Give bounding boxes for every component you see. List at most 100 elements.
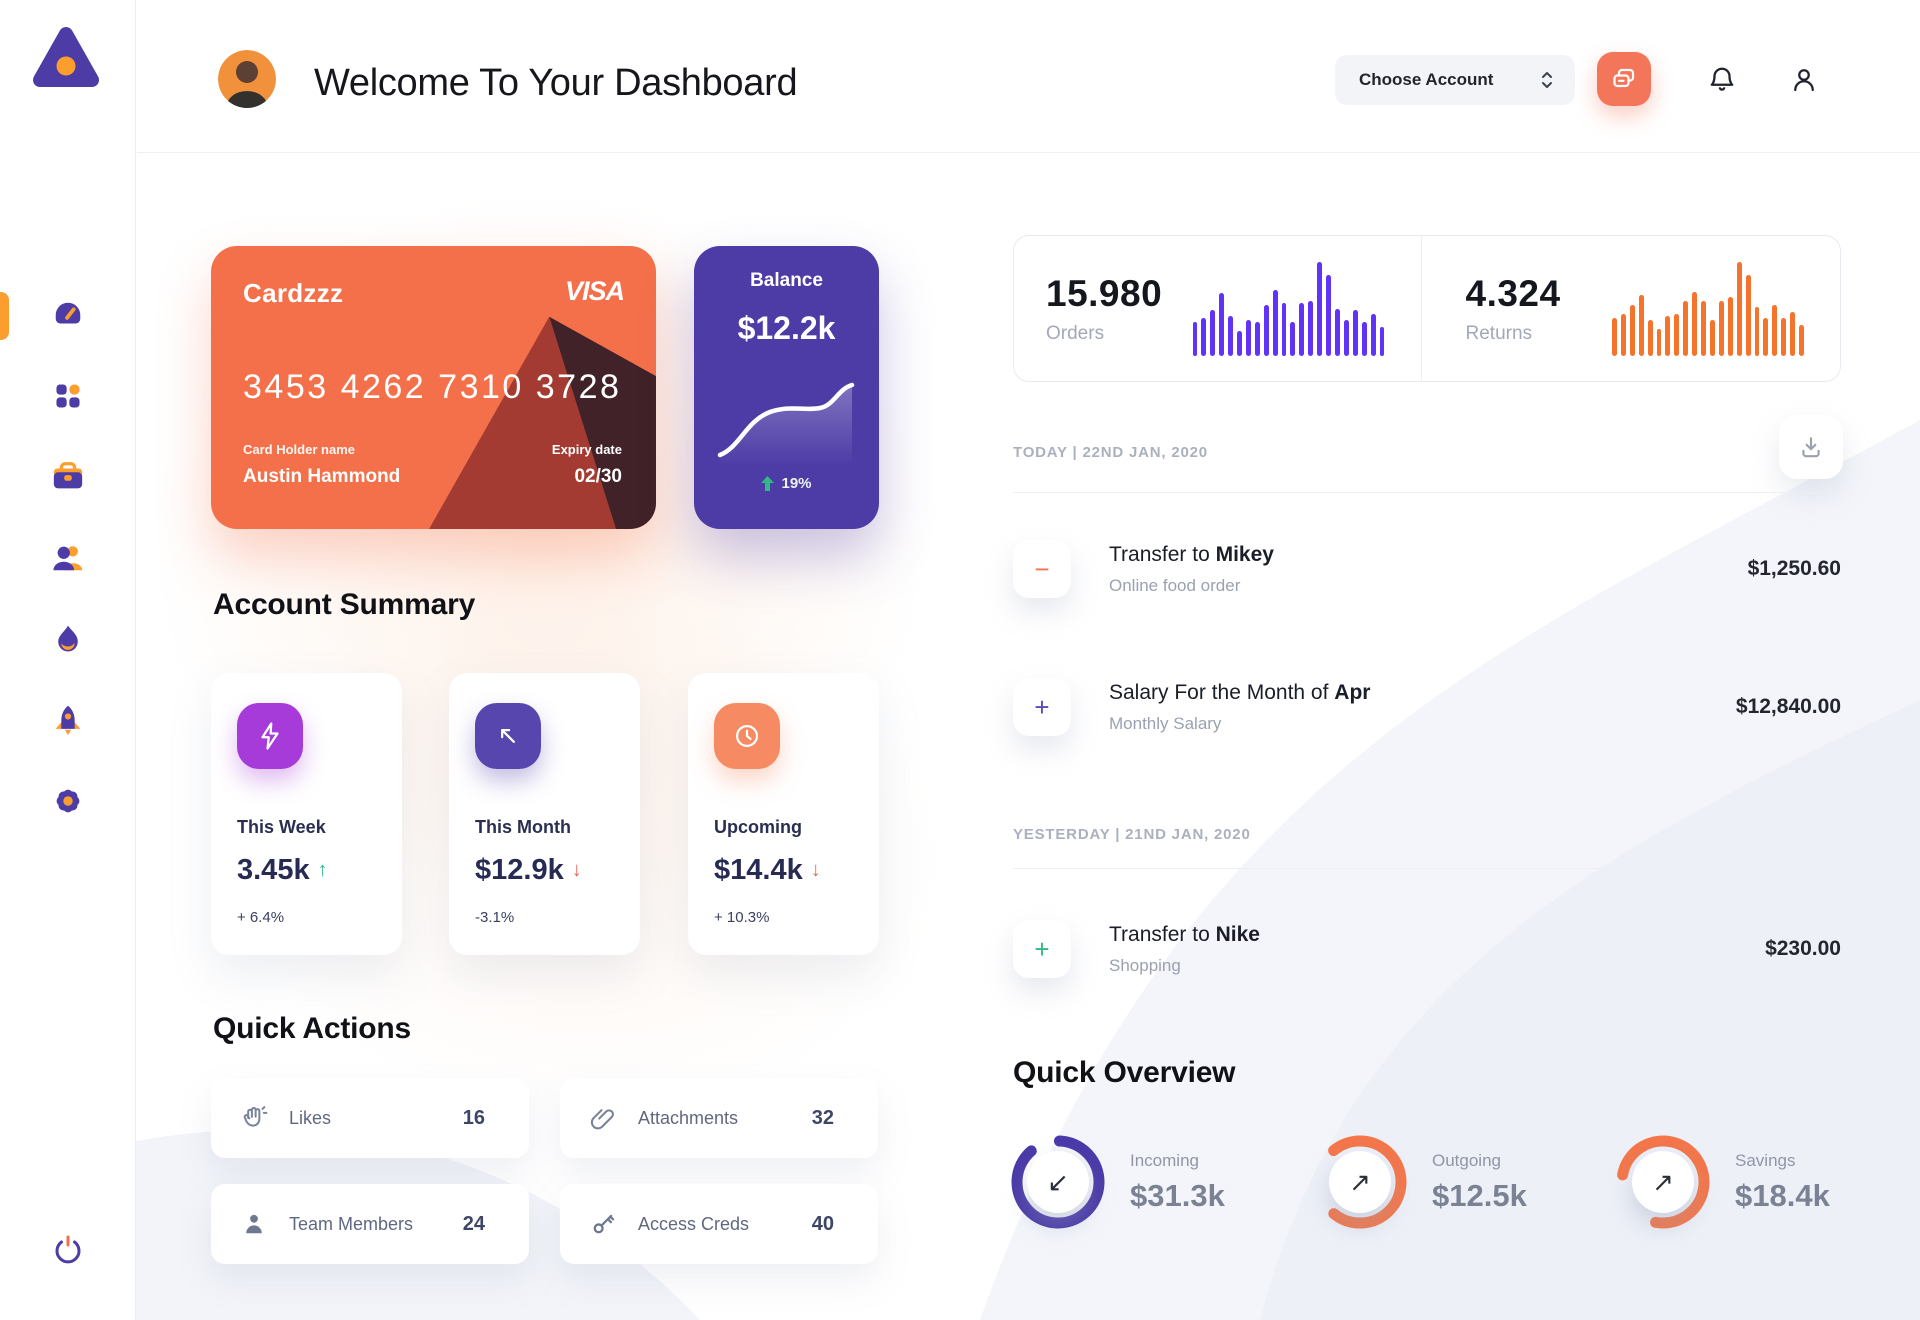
summary-label: This Month	[475, 817, 571, 837]
summary-value: 3.45k ↑	[237, 854, 328, 886]
briefcase-icon	[53, 462, 83, 489]
overview-incoming: ↙ Incoming $31.3k	[1010, 1134, 1225, 1230]
orders-stat: 15.980 Orders	[1014, 236, 1421, 381]
plus-icon: +	[1013, 678, 1071, 736]
app-logo	[33, 27, 99, 87]
overview-value: $12.5k	[1432, 1177, 1527, 1213]
quick-action-access-creds[interactable]: Access Creds 40	[560, 1184, 878, 1264]
power-icon	[55, 1235, 81, 1264]
quick-action-likes[interactable]: Likes 16	[211, 1078, 529, 1158]
orders-label: Orders	[1046, 322, 1105, 344]
balance-change: 19%	[761, 475, 812, 492]
quick-actions-title: Quick Actions	[213, 1012, 411, 1045]
page-title: Welcome To Your Dashboard	[314, 62, 798, 104]
sidebar-item-work[interactable]	[50, 459, 86, 495]
overview-label: Outgoing	[1432, 1150, 1501, 1170]
diagonal-arrow-icon	[501, 729, 515, 743]
transactions-group-header: TODAY | 22ND JAN, 2020	[1013, 444, 1208, 461]
balance-line-chart	[717, 382, 854, 465]
sidebar-item-users[interactable]	[50, 540, 86, 576]
summary-label: Upcoming	[714, 817, 802, 837]
account-select[interactable]: Choose Account	[1335, 55, 1575, 105]
account-select-label: Choose Account	[1359, 70, 1494, 89]
apps-grid-icon	[56, 384, 80, 408]
summary-delta: + 10.3%	[714, 909, 770, 926]
card-holder-name: Austin Hammond	[243, 466, 401, 487]
visa-logo: VISA	[564, 276, 625, 306]
download-icon	[1802, 437, 1820, 458]
account-summary-title: Account Summary	[213, 588, 476, 621]
transaction-title: Transfer to Mikey	[1109, 542, 1274, 566]
sidebar-active-indicator	[0, 292, 9, 340]
key-icon	[593, 1214, 615, 1234]
quick-action-count: 16	[462, 1106, 485, 1129]
quick-action-team-members[interactable]: Team Members 24	[211, 1184, 529, 1264]
transaction-subtitle: Monthly Salary	[1109, 713, 1222, 733]
download-button[interactable]	[1779, 415, 1843, 479]
sidebar-item-apps[interactable]	[50, 378, 86, 414]
lightning-icon	[261, 722, 279, 750]
transaction-amount: $230.00	[1765, 937, 1841, 960]
trend-down-icon: ↓	[810, 859, 821, 881]
select-chevrons-icon	[1542, 72, 1552, 88]
balance-card: Balance $12.2k 19%	[694, 246, 879, 529]
sidebar-item-dashboard[interactable]	[50, 297, 86, 333]
returns-label: Returns	[1465, 322, 1533, 344]
quick-action-label: Attachments	[638, 1107, 739, 1128]
summary-value: $14.4k ↓	[714, 854, 821, 886]
sidebar-nav	[0, 297, 136, 819]
quick-action-label: Access Creds	[638, 1213, 750, 1234]
header-divider	[137, 152, 1920, 153]
up-arrow-icon	[761, 476, 775, 491]
summary-delta: + 6.4%	[237, 909, 285, 926]
returns-stat: 4.324 Returns	[1420, 236, 1841, 381]
quick-action-count: 32	[811, 1106, 834, 1129]
sidebar-item-logout[interactable]	[0, 1232, 136, 1268]
summary-card-this-month: This Month $12.9k ↓ -3.1%	[449, 673, 640, 955]
sidebar-item-trending[interactable]	[50, 621, 86, 657]
card-holder-label: Card Holder name	[243, 442, 355, 457]
avatar[interactable]	[218, 50, 276, 108]
summary-card-this-week: This Week 3.45k ↑ + 6.4%	[211, 673, 402, 955]
transaction-row-mikey[interactable]: − Transfer to Mikey Online food order $1…	[1013, 540, 1841, 598]
person-icon	[246, 1214, 262, 1234]
gear-icon	[56, 789, 80, 813]
up-right-arrow-icon: ↗	[1632, 1151, 1694, 1213]
avatar-image	[218, 50, 276, 108]
summary-card-upcoming: Upcoming $14.4k ↓ + 10.3%	[688, 673, 879, 955]
sidebar-item-launch[interactable]	[50, 702, 86, 738]
plus-icon: +	[1013, 920, 1071, 978]
users-icon	[53, 546, 83, 571]
divider	[1013, 492, 1841, 493]
balance-change-value: 19%	[781, 475, 812, 492]
quick-action-label: Likes	[289, 1107, 332, 1128]
transaction-row-nike[interactable]: + Transfer to Nike Shopping $230.00	[1013, 920, 1841, 978]
divider	[1013, 868, 1841, 869]
chat-button[interactable]	[1597, 52, 1651, 106]
notifications-button[interactable]	[1700, 58, 1744, 102]
sidebar	[0, 0, 136, 1320]
bell-icon	[1710, 67, 1734, 91]
overview-value: $18.4k	[1735, 1177, 1830, 1213]
minus-icon: −	[1013, 540, 1071, 598]
transaction-subtitle: Online food order	[1109, 575, 1241, 595]
quick-action-attachments[interactable]: Attachments 32	[560, 1078, 878, 1158]
transaction-row-salary[interactable]: + Salary For the Month of Apr Monthly Sa…	[1013, 678, 1841, 736]
profile-button[interactable]	[1782, 58, 1826, 102]
card-expiry-label: Expiry date	[551, 442, 622, 457]
paperclip-icon	[590, 1109, 614, 1130]
orders-value: 15.980	[1046, 272, 1163, 314]
card-number: 3453 4262 7310 3728	[243, 368, 622, 406]
quick-action-count: 24	[462, 1212, 485, 1235]
transactions-group-header: YESTERDAY | 21ND JAN, 2020	[1013, 826, 1251, 843]
overview-outgoing: ↗ Outgoing $12.5k	[1312, 1134, 1527, 1230]
summary-value: $12.9k ↓	[475, 854, 582, 886]
card-name: Cardzzz	[243, 278, 344, 308]
card-expiry: 02/30	[574, 466, 622, 487]
transaction-amount: $12,840.00	[1735, 695, 1841, 718]
quick-action-label: Team Members	[289, 1213, 414, 1234]
sidebar-item-settings[interactable]	[50, 783, 86, 819]
flame-icon	[58, 625, 78, 652]
